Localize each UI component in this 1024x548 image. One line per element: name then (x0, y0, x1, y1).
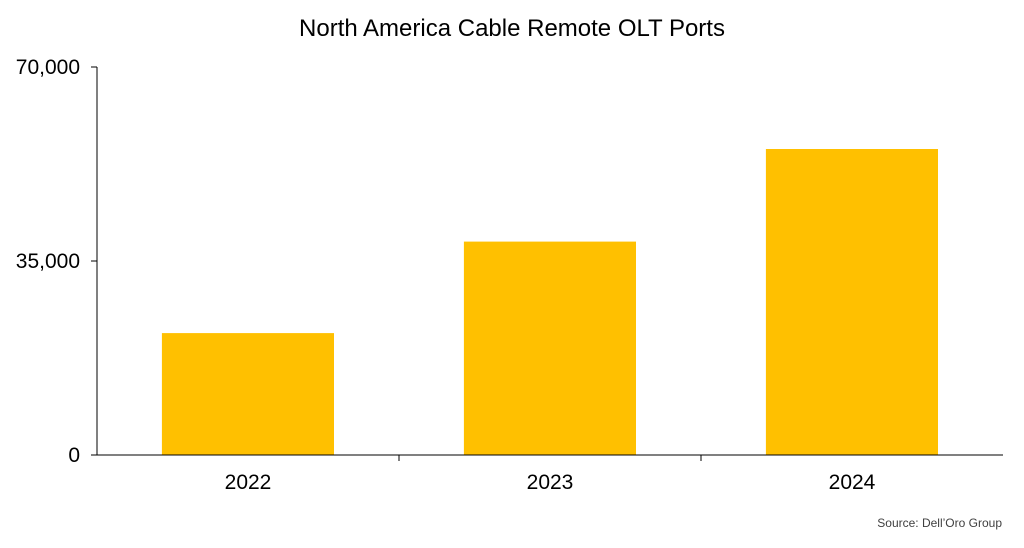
x-tick-label-2024: 2024 (829, 471, 876, 494)
bars-layer (161, 149, 938, 455)
bar-2022 (161, 333, 334, 455)
x-tick-label-2022: 2022 (225, 471, 272, 494)
source-label: Source: Dell’Oro Group (877, 516, 1002, 530)
bar-2024 (765, 149, 938, 455)
y-ticks-layer: 0 35,000 70,000 (16, 56, 97, 467)
bar-2023 (463, 241, 636, 455)
y-tick-label: 0 (68, 444, 80, 467)
y-tick-label: 35,000 (16, 250, 80, 273)
y-tick-label: 70,000 (16, 56, 80, 79)
chart-title: North America Cable Remote OLT Ports (299, 15, 725, 42)
x-ticks-layer: 2022 2023 2024 (225, 455, 876, 494)
x-tick-label-2023: 2023 (527, 471, 574, 494)
